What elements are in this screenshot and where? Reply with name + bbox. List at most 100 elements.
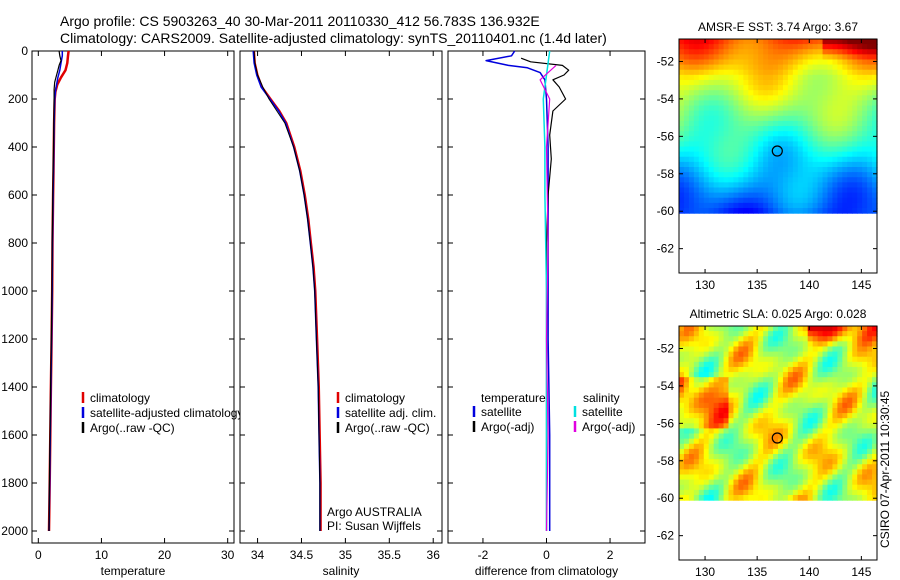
- sst_map-cell: [688, 54, 695, 61]
- sla_map-cell: [832, 469, 838, 476]
- sla_map-cell: [857, 341, 863, 348]
- sst_map-cell: [812, 39, 819, 45]
- sst_map-cell: [718, 49, 725, 55]
- sst_map-cell: [733, 126, 739, 132]
- sla_map-cell: [778, 489, 784, 496]
- sla_map-cell: [797, 407, 804, 414]
- sst_map-cell: [693, 197, 700, 204]
- sst_map-cell: [787, 100, 794, 107]
- sla_map-cell: [857, 428, 863, 435]
- sst_map-cell: [807, 156, 814, 163]
- sla_map-cell: [738, 377, 744, 383]
- sla_map-cell: [812, 448, 819, 455]
- argo-note-line-1: Argo AUSTRALIA: [327, 505, 422, 519]
- sla_map-cell: [718, 479, 725, 486]
- sla_map-cell: [852, 372, 858, 378]
- sla_map-cell: [768, 356, 774, 363]
- sst_map-cell: [703, 120, 710, 127]
- sla_map-cell: [763, 336, 769, 342]
- sla_map-cell: [787, 361, 794, 368]
- sst_map-cell: [847, 151, 853, 158]
- sst_map-cell: [763, 95, 769, 102]
- sla_map-cell: [723, 428, 730, 435]
- sst_map-cell: [782, 156, 789, 163]
- sst_map-cell: [827, 146, 834, 153]
- sst_map-cell: [758, 187, 764, 194]
- sst_map-cell: [708, 90, 715, 96]
- sla_map-cell: [718, 326, 725, 332]
- sst_map-cell: [683, 79, 690, 86]
- sla_map-cell: [842, 372, 848, 378]
- sla_map-cell: [743, 433, 749, 440]
- sla_map-cell: [718, 428, 725, 435]
- sst_map-cell: [857, 182, 863, 189]
- sst_map-cell: [748, 202, 754, 209]
- sst_map-cell: [768, 54, 774, 61]
- sst_map-cell: [733, 39, 739, 45]
- sst_map-cell: [797, 187, 804, 194]
- sla_map-cell: [713, 433, 720, 440]
- sla_map-cell: [842, 428, 848, 435]
- sla_map-cell: [857, 443, 863, 450]
- sla_map-cell: [822, 413, 829, 419]
- sst_map-cell: [773, 141, 779, 148]
- sst_map-cell: [778, 172, 784, 178]
- sst_map-cell: [723, 136, 730, 143]
- sst_map-cell: [862, 151, 868, 158]
- sla_map-cell: [847, 361, 853, 368]
- sla_map-cell: [807, 469, 814, 476]
- sst_map-argo-marker: [771, 145, 783, 157]
- sst_map-cell: [812, 126, 819, 132]
- sst_map-cell: [852, 54, 858, 61]
- sst_map-cell: [842, 136, 848, 143]
- sla_map-cell: [778, 392, 784, 399]
- sla_map-cell: [842, 479, 848, 486]
- sst_map-cell: [807, 90, 814, 96]
- sst_map-cell: [827, 49, 834, 55]
- sla_map-cell: [842, 418, 848, 424]
- sla_map-cell: [763, 443, 769, 450]
- sla_map-cell: [832, 377, 838, 383]
- sla_map-cell: [862, 433, 868, 440]
- sst_map-cell: [688, 110, 695, 117]
- sst_map-cell: [792, 115, 799, 122]
- sla_map-cell: [718, 402, 725, 409]
- sla_map-cell: [753, 326, 759, 332]
- sla_map-cell: [872, 443, 878, 450]
- sla_map-cell: [797, 366, 804, 373]
- sst_map-cell: [698, 54, 705, 61]
- sst_map-cell: [867, 64, 873, 71]
- sla_map-cell: [748, 366, 754, 373]
- sst_map-cell: [773, 192, 779, 199]
- sst_map-cell: [822, 187, 829, 194]
- sla_map-cell: [728, 484, 735, 491]
- sst_map-cell: [797, 192, 804, 199]
- sst_map-cell: [847, 167, 853, 173]
- sst_map-cell: [763, 39, 769, 45]
- sst_map-cell: [718, 39, 725, 45]
- sla_map-cell: [787, 489, 794, 496]
- sst_map-cell: [778, 161, 784, 168]
- sst_map-cell: [728, 79, 735, 86]
- sst_map-cell: [827, 64, 834, 71]
- sla_map-cell: [688, 448, 695, 455]
- sla_map-cell: [768, 346, 774, 353]
- sst_map-cell: [703, 100, 710, 107]
- sst_map-cell: [758, 207, 764, 214]
- sst_map-cell: [773, 156, 779, 163]
- sla_map-cell: [817, 459, 824, 465]
- sla_map-cell: [807, 326, 814, 332]
- sst_map-cell: [792, 79, 799, 86]
- sla_map-cell: [787, 382, 794, 389]
- sla_map-cell: [847, 377, 853, 383]
- sla_map-cell: [792, 489, 799, 496]
- sla_map-cell: [708, 336, 715, 342]
- sla_map-cell: [718, 423, 725, 430]
- sst_map-cell: [713, 207, 720, 214]
- sst_map-cell: [753, 141, 759, 148]
- sst_map-cell: [857, 141, 863, 148]
- sst_map-ytick-label: -62: [657, 242, 675, 256]
- sst_map-cell: [718, 187, 725, 194]
- sst_map-cell: [832, 207, 838, 214]
- sla_map-cell: [738, 326, 744, 332]
